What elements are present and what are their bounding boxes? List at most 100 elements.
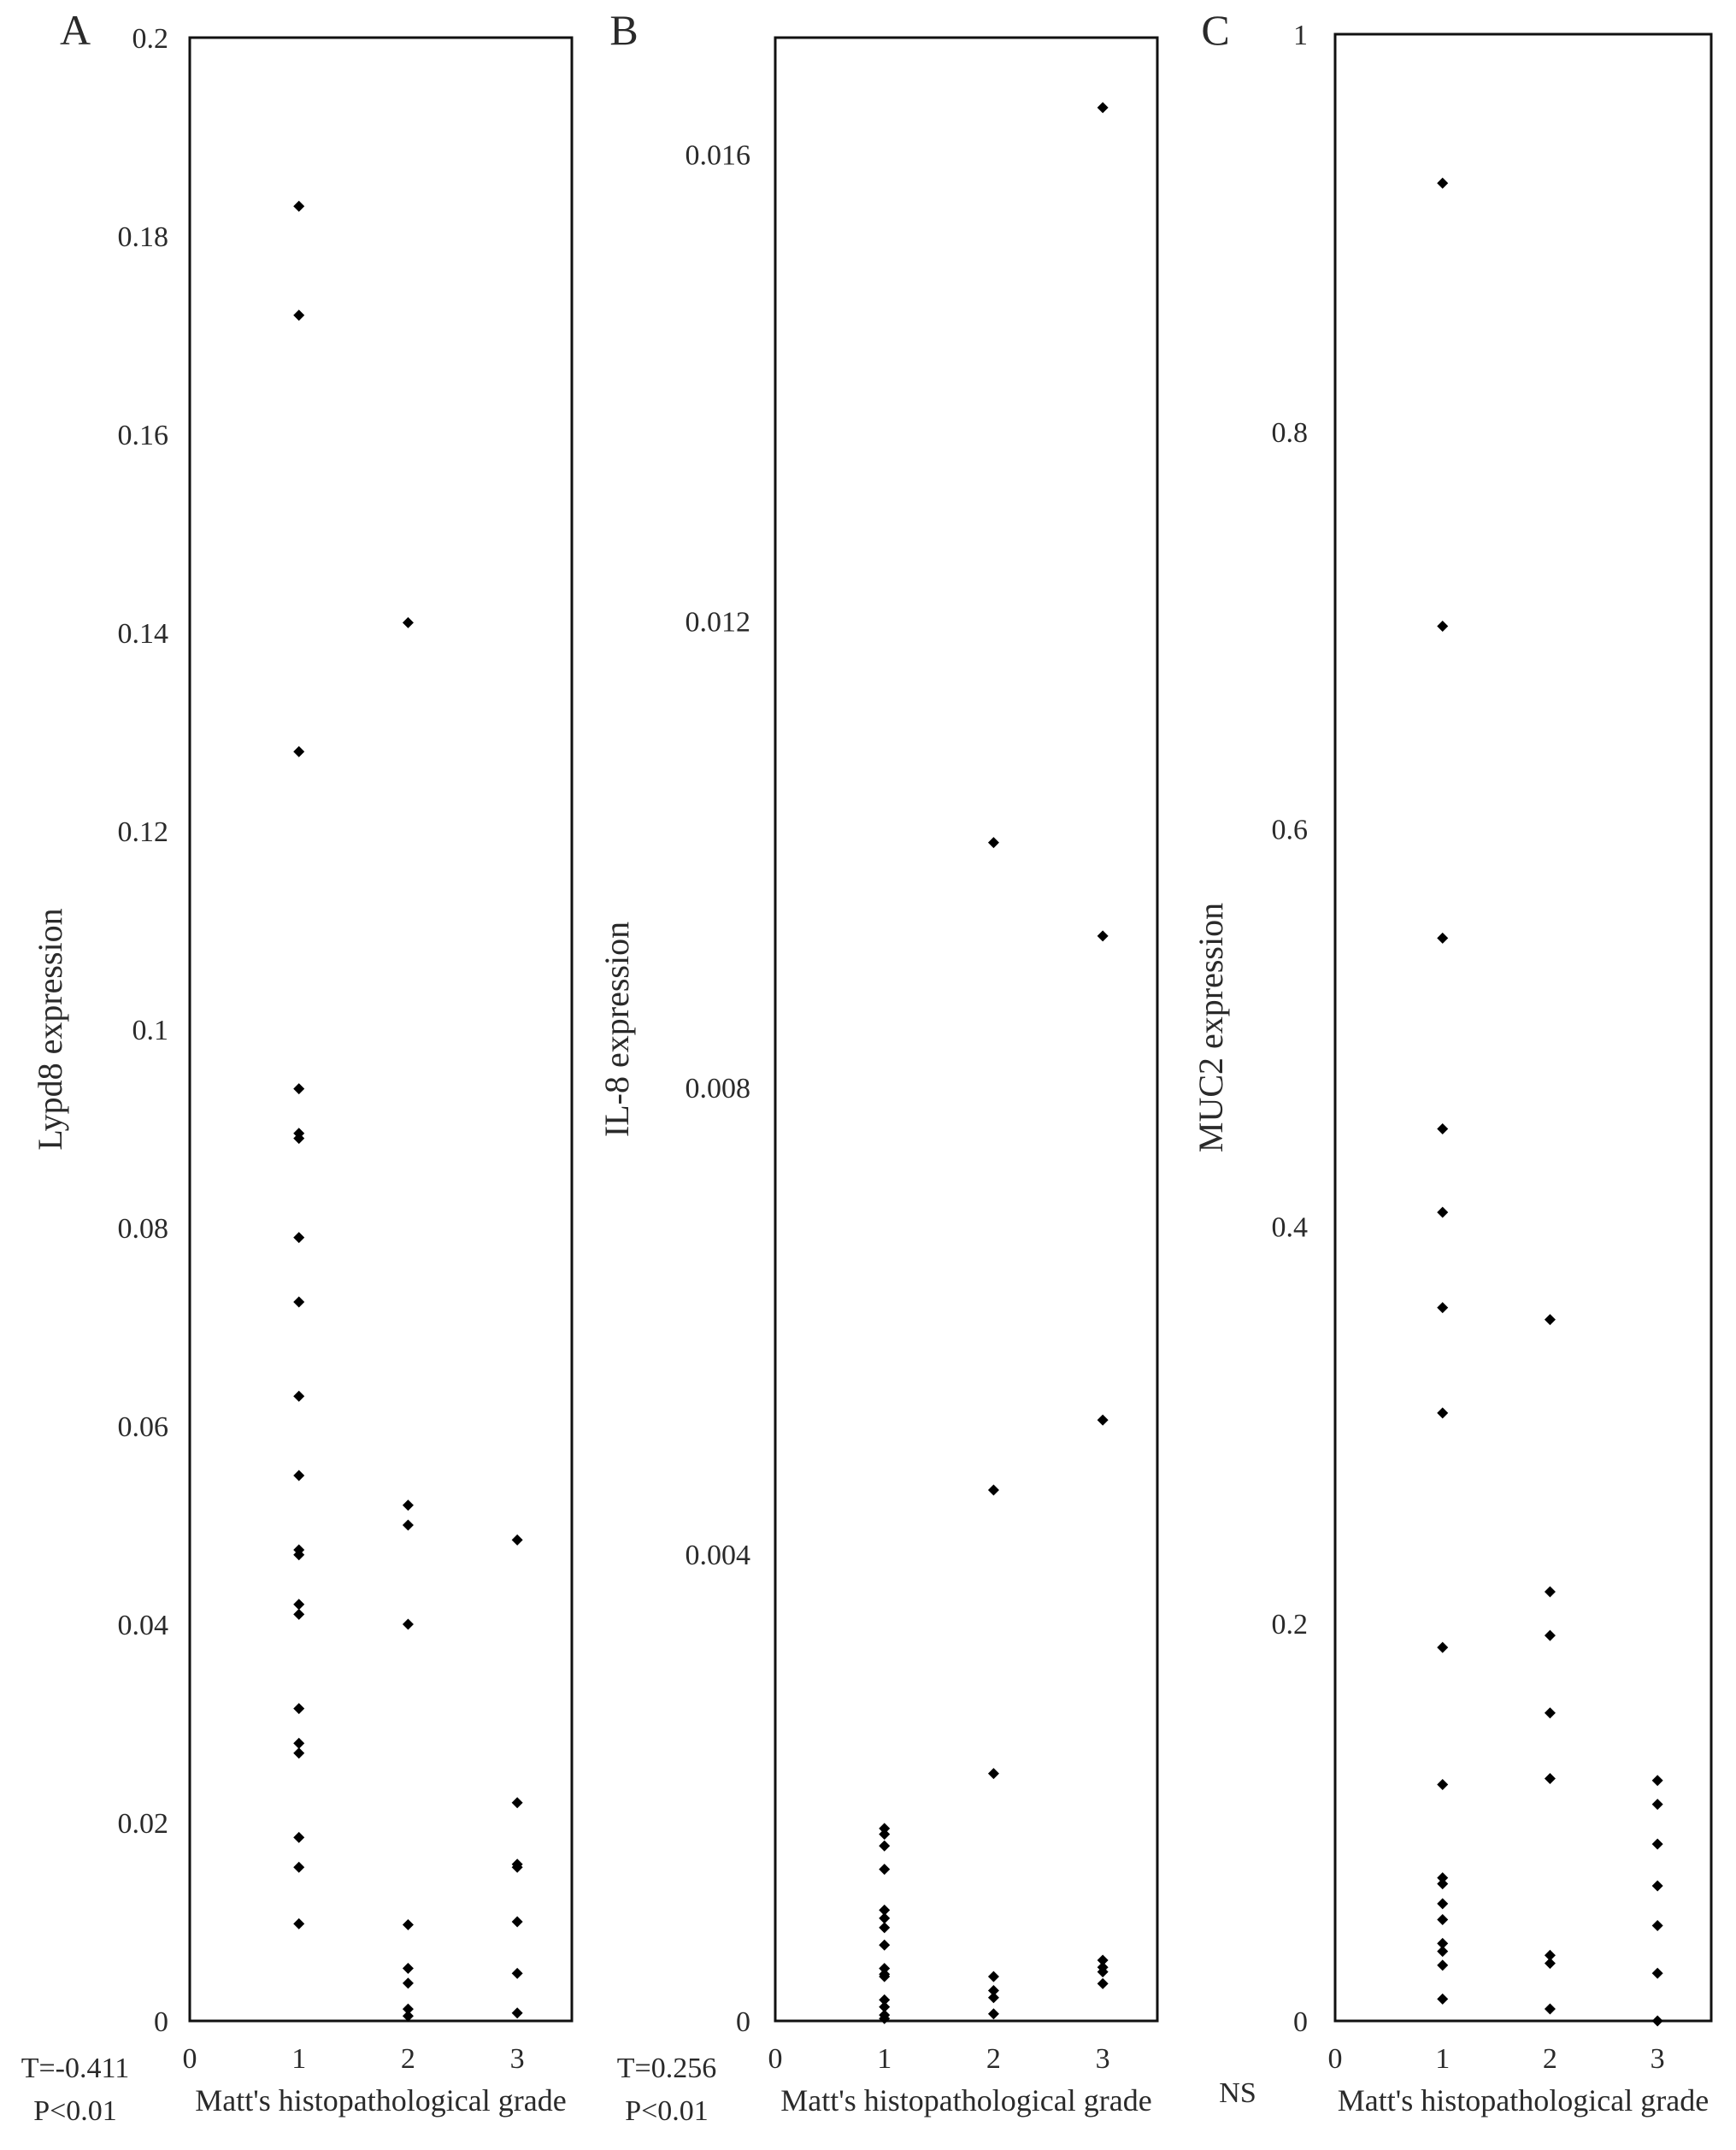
data-point [1544, 1772, 1556, 1784]
panel-letter: A [60, 6, 91, 54]
panel-a: A 0 0.02 0.04 0.06 0.08 0.1 0.12 0.14 0.16 0.18 0.2… [21, 6, 574, 2127]
y-tick-label: 0.16 [118, 420, 169, 451]
data-point [511, 1916, 523, 1928]
data-point [1544, 1586, 1556, 1598]
data-point [511, 1797, 523, 1809]
x-tick-label: 1 [877, 2043, 892, 2075]
x-tick-label: 2 [986, 2043, 1001, 2075]
stat-annotation: P<0.01 [625, 2095, 709, 2127]
x-tick-label: 3 [510, 2043, 525, 2075]
data-point [879, 1864, 891, 1876]
data-point [293, 1083, 305, 1095]
x-axis-title: Matt's histopathological grade [780, 2083, 1151, 2118]
data-point [987, 1768, 999, 1780]
data-point [879, 1970, 891, 1982]
data-point [1437, 1937, 1449, 1949]
y-tick-label: 0.14 [118, 618, 169, 650]
data-point [879, 1829, 891, 1841]
data-point [293, 1703, 305, 1715]
data-point [1544, 1949, 1556, 1961]
data-point [511, 1967, 523, 1979]
y-tick-label: 0.18 [118, 221, 169, 253]
data-point [511, 1861, 523, 1873]
data-point [879, 1904, 891, 1916]
panel-letter: B [609, 6, 638, 54]
stat-annotation: T=-0.411 [21, 2053, 130, 2084]
data-point [402, 1499, 414, 1511]
y-tick-label: 0.08 [118, 1213, 169, 1245]
data-point [987, 1992, 999, 2004]
data-point [402, 2003, 414, 2015]
y-tick-label: 0.06 [118, 1411, 169, 1443]
y-tick-label: 0.2 [1272, 1609, 1309, 1640]
plot-frame [774, 36, 1159, 2023]
y-axis-title: MUC2 expression [1192, 903, 1230, 1152]
data-point [511, 1534, 523, 1546]
y-tick-label: 0.004 [686, 1540, 751, 1571]
data-point [1437, 1641, 1449, 1653]
y-tick-label: 0.012 [686, 606, 751, 638]
data-point [1437, 1872, 1449, 1884]
data-point [402, 2010, 414, 2022]
data-point [1437, 1946, 1449, 1958]
stat-annotation: NS [1219, 2077, 1256, 2109]
data-point [1437, 177, 1449, 189]
data-point [879, 1840, 891, 1852]
y-tick-label: 0.12 [118, 816, 169, 848]
data-point [987, 2008, 999, 2020]
data-point [293, 1737, 305, 1749]
y-tick-label: 0.4 [1272, 1211, 1309, 1243]
data-point [293, 1831, 305, 1843]
data-point [1437, 1778, 1449, 1790]
data-point [1097, 102, 1109, 114]
data-point [987, 1970, 999, 1982]
stat-annotation: P<0.01 [33, 2095, 117, 2127]
x-tick-label: 0 [183, 2043, 197, 2075]
y-tick-label: 1 [1293, 20, 1308, 51]
data-point [1651, 1775, 1663, 1787]
data-point [293, 1549, 305, 1561]
data-point [293, 309, 305, 321]
y-tick-label: 0.1 [132, 1015, 169, 1046]
data-point [1437, 1993, 1449, 2005]
x-axis-title: Matt's histopathological grade [195, 2083, 566, 2118]
data-point [879, 1823, 891, 1835]
data-point [1437, 1123, 1449, 1135]
panel-letter: C [1201, 6, 1229, 54]
data-point [293, 745, 305, 757]
data-point [1544, 1707, 1556, 1719]
data-point [402, 616, 414, 628]
y-tick-label: 0.02 [118, 1808, 169, 1840]
data-point [402, 1918, 414, 1930]
data-point [1437, 1878, 1449, 1890]
data-point [1544, 1314, 1556, 1326]
data-point [1097, 1414, 1109, 1426]
data-point [511, 2007, 523, 2019]
data-point [879, 1963, 891, 1975]
data-point [1651, 1880, 1663, 1892]
data-point [293, 1599, 305, 1611]
data-point [1544, 1958, 1556, 1970]
y-tick-label: 0 [154, 2006, 168, 2038]
data-point [293, 1608, 305, 1620]
y-tick-label: 0.04 [118, 1610, 169, 1641]
y-tick-label: 0 [1293, 2006, 1308, 2038]
y-tick-label: 0.016 [686, 139, 751, 171]
data-point [293, 1133, 305, 1145]
data-point [879, 1994, 891, 2006]
data-point [402, 1618, 414, 1630]
data-point [1097, 1977, 1109, 1989]
data-point [1097, 930, 1109, 942]
y-tick-label: 0.8 [1272, 417, 1309, 449]
data-point [402, 1963, 414, 1975]
x-tick-label: 1 [291, 2043, 306, 2075]
y-tick-label: 0 [736, 2006, 750, 2038]
data-point [1651, 1838, 1663, 1850]
data-point [987, 837, 999, 849]
x-tick-label: 2 [1543, 2043, 1557, 2075]
data-point [1544, 1629, 1556, 1641]
x-axis-title: Matt's histopathological grade [1338, 2083, 1709, 2118]
data-point [879, 1922, 891, 1934]
data-point [293, 1861, 305, 1873]
